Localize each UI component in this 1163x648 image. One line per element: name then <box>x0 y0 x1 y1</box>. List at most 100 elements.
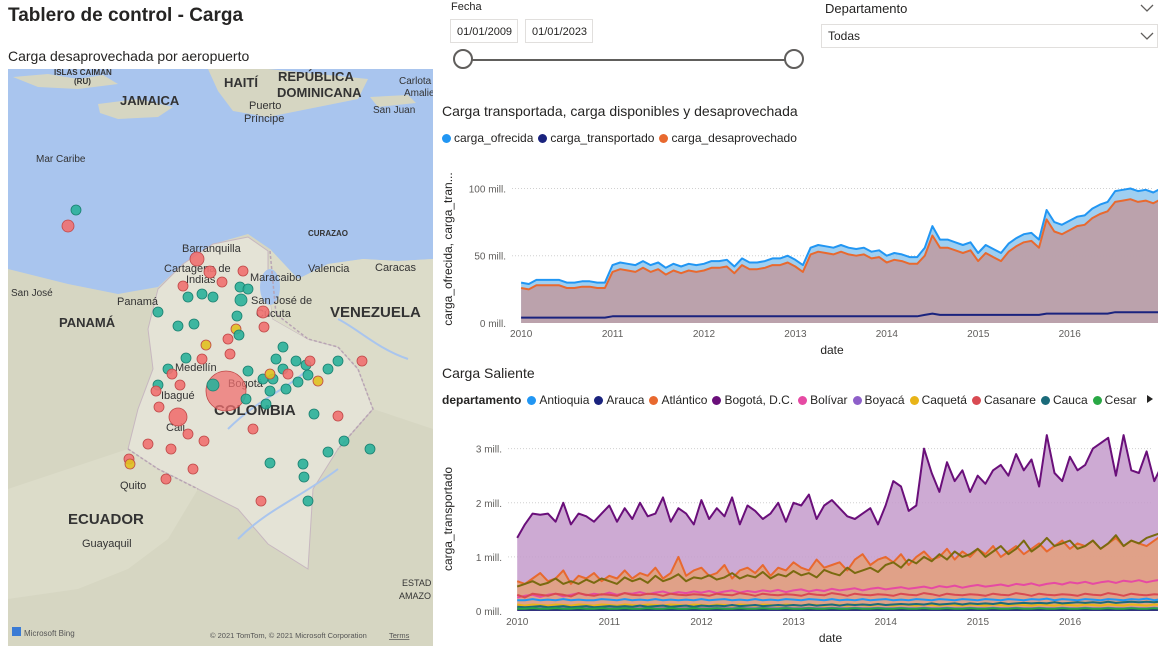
airport-point[interactable] <box>322 363 334 375</box>
airport-point[interactable] <box>290 355 302 367</box>
airport-point[interactable] <box>150 385 162 397</box>
legend-item[interactable]: carga_ofrecida <box>442 131 533 145</box>
airport-point[interactable] <box>308 408 320 420</box>
airport-point[interactable] <box>280 383 292 395</box>
legend-item[interactable]: Arauca <box>594 393 644 407</box>
legend-item[interactable]: Caquetá <box>909 393 967 407</box>
airport-point[interactable] <box>196 288 208 300</box>
airport-point[interactable] <box>196 353 208 365</box>
series-line[interactable] <box>516 432 1158 539</box>
airport-point[interactable] <box>258 321 270 333</box>
airport-point[interactable] <box>297 458 309 470</box>
airport-point[interactable] <box>237 265 249 277</box>
airport-point[interactable] <box>242 283 254 295</box>
airport-point[interactable] <box>166 368 178 380</box>
department-select[interactable]: Todas <box>821 24 1158 48</box>
airport-point[interactable] <box>174 379 186 391</box>
airport-point[interactable] <box>270 353 282 365</box>
airport-point[interactable] <box>332 410 344 422</box>
airport-point[interactable] <box>168 407 188 427</box>
airport-point[interactable] <box>200 339 212 351</box>
legend-item[interactable]: Boyacá <box>852 393 905 407</box>
airport-point[interactable] <box>255 495 267 507</box>
airport-point[interactable] <box>160 473 172 485</box>
airport-point[interactable] <box>322 446 334 458</box>
airport-point[interactable] <box>264 457 276 469</box>
airport-point[interactable] <box>260 398 272 410</box>
legend-item[interactable]: carga_desaprovechado <box>659 131 797 145</box>
airport-point[interactable] <box>298 471 310 483</box>
series-line[interactable] <box>517 597 1158 602</box>
airport-point[interactable] <box>332 355 344 367</box>
airport-point[interactable] <box>61 219 75 233</box>
date-slider-track[interactable] <box>463 59 794 61</box>
airport-point[interactable] <box>222 333 234 345</box>
airport-point[interactable] <box>282 368 294 380</box>
airport-point[interactable] <box>124 458 136 470</box>
map-canvas[interactable]: ISLAS CAIMÁN(RU) JAMAICA HAITÍ REPÚBLICADOM… <box>8 69 433 646</box>
map-visual[interactable]: ISLAS CAIMÁN (RU) JAMAICA HAITÍ REPÚBLICA DOM… <box>8 69 433 646</box>
legend-item[interactable]: carga_transportado <box>538 131 654 145</box>
series-line[interactable] <box>516 533 1158 585</box>
series-line[interactable] <box>517 607 1158 610</box>
airport-point[interactable] <box>302 369 314 381</box>
legend-item[interactable]: Antioquia <box>527 393 589 407</box>
airport-point[interactable] <box>304 355 316 367</box>
date-slider-start-handle[interactable] <box>453 49 473 69</box>
bottom-area-chart[interactable]: 0 mill. 1 mill. 2 mill. 3 mill. 2010 2011 2012… <box>440 415 1158 648</box>
airport-point[interactable] <box>207 291 219 303</box>
airport-point[interactable] <box>224 348 236 360</box>
series-line[interactable] <box>520 187 1158 285</box>
airport-point[interactable] <box>180 352 192 364</box>
legend-item[interactable]: Casanare <box>971 393 1036 407</box>
airport-point[interactable] <box>312 375 324 387</box>
airport-point[interactable] <box>264 368 276 380</box>
airport-point[interactable] <box>302 495 314 507</box>
legend-next-arrow-icon[interactable] <box>1146 394 1154 404</box>
airport-point[interactable] <box>356 355 368 367</box>
legend-item[interactable]: Bogotá, D.C. <box>712 393 793 407</box>
chevron-down-icon[interactable] <box>1140 31 1154 41</box>
series-line[interactable] <box>516 592 1158 599</box>
airport-point[interactable] <box>256 305 270 319</box>
airport-point[interactable] <box>182 428 194 440</box>
airport-point[interactable] <box>231 310 243 322</box>
airport-point[interactable] <box>188 318 200 330</box>
airport-point[interactable] <box>338 435 350 447</box>
legend-item[interactable]: Bolívar <box>798 393 848 407</box>
airport-point[interactable] <box>233 329 245 341</box>
airport-point[interactable] <box>172 320 184 332</box>
airport-point[interactable] <box>142 438 154 450</box>
airport-point[interactable] <box>206 378 220 392</box>
airport-point[interactable] <box>177 280 189 292</box>
airport-point[interactable] <box>364 443 376 455</box>
airport-point[interactable] <box>247 423 259 435</box>
airport-point[interactable] <box>187 463 199 475</box>
airport-point[interactable] <box>198 435 210 447</box>
airport-point[interactable] <box>165 443 177 455</box>
legend-item[interactable]: Cesar <box>1092 393 1137 407</box>
series-line[interactable] <box>517 600 1158 609</box>
series-line[interactable] <box>516 527 1158 588</box>
airport-point[interactable] <box>292 376 304 388</box>
map-terms-link[interactable]: Terms <box>389 631 410 640</box>
airport-point[interactable] <box>264 385 276 397</box>
airport-point[interactable] <box>189 251 205 267</box>
airport-point[interactable] <box>240 393 252 405</box>
date-slider-end-handle[interactable] <box>784 49 804 69</box>
airport-point[interactable] <box>277 341 289 353</box>
airport-point[interactable] <box>234 293 248 307</box>
series-line[interactable] <box>521 310 1158 319</box>
chevron-down-icon[interactable] <box>1140 3 1154 13</box>
legend-item[interactable]: Atlántico <box>649 393 707 407</box>
airport-point[interactable] <box>216 276 228 288</box>
date-end-input[interactable]: 01/01/2023 <box>525 19 593 43</box>
airport-point[interactable] <box>203 265 217 279</box>
legend-item[interactable]: Cauca <box>1040 393 1088 407</box>
airport-point[interactable] <box>152 306 164 318</box>
airport-point[interactable] <box>70 204 82 216</box>
date-start-input[interactable]: 01/01/2009 <box>450 19 518 43</box>
airport-point[interactable] <box>182 291 194 303</box>
top-area-chart[interactable]: 0 mill. 50 mill. 100 mill. 2010 2011 2012 2013… <box>440 160 1158 360</box>
airport-point[interactable] <box>153 401 165 413</box>
